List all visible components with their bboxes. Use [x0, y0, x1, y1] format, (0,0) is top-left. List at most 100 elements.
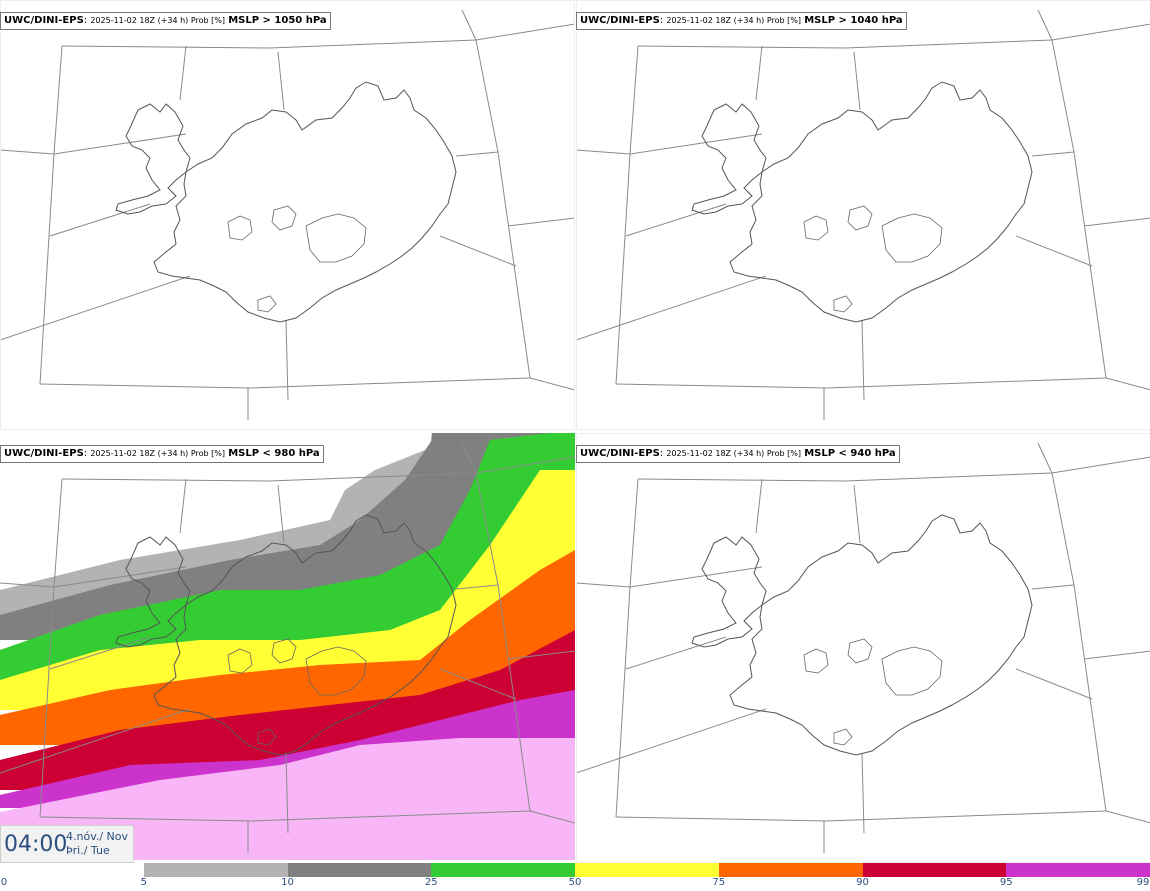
graticule-line: [1051, 472, 1107, 812]
model-name: UWC/DINI-EPS: [4, 15, 84, 26]
graticule-line: [576, 133, 763, 155]
glacier-outline: [257, 728, 277, 746]
graticule-line: [39, 377, 531, 389]
colorbar-segment: [862, 863, 1007, 877]
colorbar-tick-label: 10: [281, 877, 294, 888]
graticule-line: [49, 203, 151, 237]
glacier-outline: [803, 215, 829, 241]
map-canvas: [576, 0, 1150, 430]
graticule-line: [755, 478, 763, 534]
threshold-label: MSLP > 1040 hPa: [804, 15, 903, 26]
graticule-line: [461, 442, 477, 474]
colorbar-segment: [143, 863, 288, 877]
graticule-line: [853, 51, 861, 111]
graticule-line: [1015, 668, 1093, 700]
glacier-outline: [305, 646, 367, 696]
graticule-line: [475, 39, 531, 379]
graticule-line: [285, 319, 289, 401]
map-panel-mslp-gt-1040: UWC/DINI-EPS: 2025-11-02 18Z (+34 h) Pro…: [576, 0, 1150, 430]
glacier-outline: [833, 295, 853, 313]
colorbar-segment: [287, 863, 432, 877]
graticule-line: [1037, 9, 1053, 41]
colorbar-segment: [718, 863, 863, 877]
map-panel-mslp-lt-940: UWC/DINI-EPS: 2025-11-02 18Z (+34 h) Pro…: [576, 433, 1150, 863]
graticule-line: [461, 9, 477, 41]
map-base: [576, 433, 1150, 863]
valid-time-box: 04:00 4.nóv./ Nov Þri./ Tue: [0, 825, 134, 863]
valid-date-line1: 4.nóv./ Nov: [66, 830, 129, 843]
threshold-label: MSLP > 1050 hPa: [228, 15, 327, 26]
graticule-line: [1031, 151, 1075, 157]
graticule-line: [576, 708, 767, 774]
graticule-line: [0, 708, 191, 774]
map-canvas: [0, 0, 575, 430]
model-name: UWC/DINI-EPS: [4, 448, 84, 459]
graticule-line: [39, 810, 531, 822]
map-canvas: [576, 433, 1150, 863]
graticule-line: [625, 203, 727, 237]
colorbar-tick-label: 99: [1136, 877, 1150, 888]
panel-border: [0, 0, 575, 430]
iceland-coastline: [115, 81, 457, 323]
colorbar-segment: [0, 863, 144, 877]
probability-colorbar: 0 5 10 25 50 75 90 95 99: [0, 863, 1150, 891]
graticule-line: [576, 566, 763, 588]
panel-title: UWC/DINI-EPS: 2025-11-02 18Z (+34 h) Pro…: [0, 445, 324, 463]
graticule-line: [507, 217, 575, 227]
graticule-line: [1037, 442, 1053, 474]
model-name: UWC/DINI-EPS: [580, 15, 660, 26]
valid-hour: 04:00: [4, 832, 68, 857]
graticule-line: [755, 45, 763, 101]
graticule-line: [277, 484, 285, 544]
colorbar-tick-label: 90: [856, 877, 869, 888]
colorbar-segment: [1006, 863, 1150, 877]
graticule-line: [615, 810, 1107, 822]
threshold-label: MSLP < 940 hPa: [804, 448, 896, 459]
run-info: 2025-11-02 18Z (+34 h) Prob [%]: [90, 449, 226, 458]
glacier-outline: [881, 213, 943, 263]
glacier-outline: [271, 638, 297, 664]
panel-title: UWC/DINI-EPS: 2025-11-02 18Z (+34 h) Pro…: [576, 445, 900, 463]
map-base: [0, 0, 575, 430]
graticule-line: [1105, 377, 1150, 391]
graticule-line: [861, 319, 865, 401]
colorbar-tick-label: 0: [0, 877, 8, 888]
colorbar-tick-label: 50: [568, 877, 582, 888]
glacier-outline: [257, 295, 277, 313]
graticule-line: [625, 636, 727, 670]
map-base: [576, 0, 1150, 430]
graticule-line: [615, 45, 639, 385]
glacier-outline: [881, 646, 943, 696]
graticule-line: [39, 45, 63, 385]
graticule-line: [1051, 39, 1107, 379]
graticule-line: [439, 668, 517, 700]
valid-date: 4.nóv./ Nov Þri./ Tue: [66, 830, 128, 858]
colorbar-tick-label: 75: [712, 877, 726, 888]
probability-band: [0, 470, 575, 710]
graticule-line: [1083, 217, 1150, 227]
graticule-line: [529, 377, 575, 391]
glacier-outline: [847, 638, 873, 664]
run-info: 2025-11-02 18Z (+34 h) Prob [%]: [90, 16, 226, 25]
iceland-coastline: [691, 81, 1033, 323]
panel-title: UWC/DINI-EPS: 2025-11-02 18Z (+34 h) Pro…: [576, 12, 907, 30]
graticule-line: [179, 45, 187, 101]
glacier-outline: [227, 215, 253, 241]
threshold-label: MSLP < 980 hPa: [228, 448, 320, 459]
panel-border: [576, 433, 1150, 863]
panel-title: UWC/DINI-EPS: 2025-11-02 18Z (+34 h) Pro…: [0, 12, 331, 30]
graticule-line: [637, 23, 1150, 49]
glacier-outline: [227, 648, 253, 674]
colorbar-tick-label: 95: [999, 877, 1013, 888]
glacier-outline: [847, 205, 873, 231]
valid-date-line2: Þri./ Tue: [66, 844, 110, 857]
graticule-line: [1105, 810, 1150, 824]
model-name: UWC/DINI-EPS: [580, 448, 660, 459]
glacier-outline: [833, 728, 853, 746]
glacier-outline: [271, 205, 297, 231]
probability-field: [0, 433, 575, 860]
iceland-coastline: [691, 514, 1033, 756]
graticule-line: [861, 752, 865, 834]
graticule-line: [853, 484, 861, 544]
graticule-line: [455, 584, 499, 590]
